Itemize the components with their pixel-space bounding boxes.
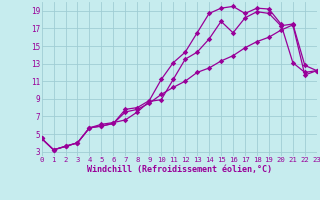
X-axis label: Windchill (Refroidissement éolien,°C): Windchill (Refroidissement éolien,°C): [87, 165, 272, 174]
